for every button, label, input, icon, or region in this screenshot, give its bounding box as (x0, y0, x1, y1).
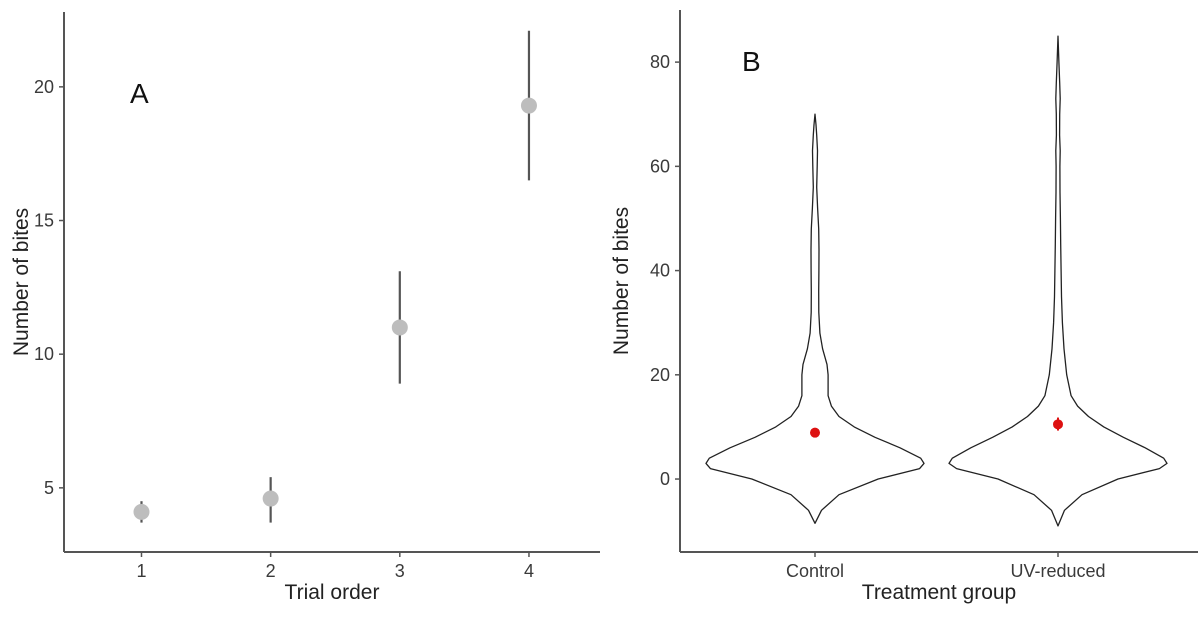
mean-point (810, 427, 820, 438)
x-axis-title: Treatment group (862, 581, 1016, 604)
x-tick-label: UV-reduced (1010, 561, 1105, 581)
x-tick-label: 2 (266, 561, 276, 581)
panel-label: B (742, 46, 761, 77)
y-tick-label: 80 (650, 52, 670, 72)
x-tick-label: 1 (136, 561, 146, 581)
violin-outline (705, 113, 925, 524)
y-tick-label: 5 (44, 478, 54, 498)
x-tick-label: Control (786, 561, 844, 581)
x-tick-label: 4 (524, 561, 534, 581)
data-point (262, 490, 279, 507)
y-tick-label: 20 (34, 77, 54, 97)
data-point (520, 97, 537, 114)
mean-point (1053, 419, 1063, 430)
y-tick-label: 0 (660, 469, 670, 489)
y-axis-title: Number of bites (610, 207, 633, 355)
violin-outline (948, 35, 1168, 527)
y-tick-label: 10 (34, 344, 54, 364)
y-tick-label: 15 (34, 211, 54, 231)
panel-label: A (130, 78, 149, 109)
data-point (133, 503, 150, 520)
y-tick-label: 40 (650, 261, 670, 281)
x-axis-title: Trial order (285, 581, 380, 604)
y-axis-title: Number of bites (10, 208, 33, 356)
y-tick-label: 20 (650, 365, 670, 385)
panel-a: 5 10 15 20 1 2 3 4 Trial order Number of bites A (10, 12, 600, 604)
y-tick-label: 60 (650, 156, 670, 176)
data-point (391, 319, 408, 336)
x-tick-label: 3 (395, 561, 405, 581)
